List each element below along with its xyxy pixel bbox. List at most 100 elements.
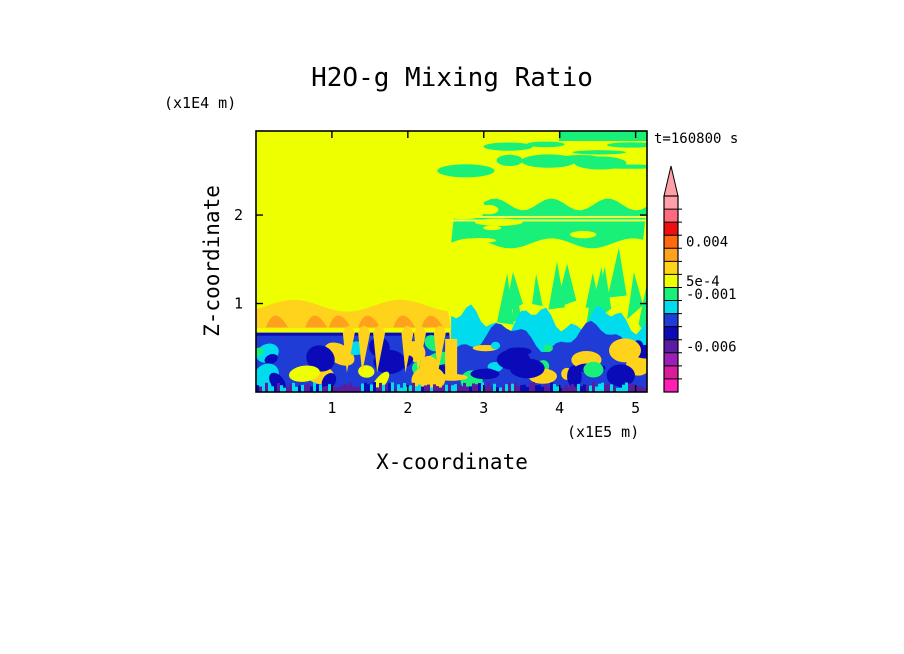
field-surface-cell — [562, 387, 565, 392]
field-surface-cell — [499, 387, 502, 392]
field-surface-cell — [328, 384, 331, 392]
field-surface-cell — [592, 382, 595, 392]
field-surface-cell — [484, 386, 487, 392]
field-surface-cell — [349, 382, 352, 392]
field-surface-cell — [517, 385, 520, 392]
field-eddy — [264, 354, 278, 365]
field-surface-cell — [340, 385, 343, 392]
field-surface-cell — [322, 386, 325, 392]
colorbar-segment — [664, 235, 678, 249]
colorbar-label: 5e-4 — [686, 274, 720, 290]
field-eddy — [583, 361, 604, 378]
field-surface-cell — [394, 387, 397, 392]
field-surface-cell — [403, 382, 406, 392]
field-surface-cell — [382, 384, 385, 392]
field-surface-cell — [256, 385, 259, 392]
field-surface-cell — [466, 386, 469, 392]
field-surface-cell — [490, 386, 493, 392]
field-surface-cell — [259, 386, 262, 392]
field-surface-cell — [595, 386, 598, 392]
field-surface-cell — [400, 387, 403, 392]
field-surface-cell — [481, 382, 484, 392]
field-surface-cell — [616, 387, 619, 392]
field-updraft — [401, 325, 414, 373]
colorbar-segment — [664, 300, 678, 314]
y-scale-label: (x1E4 m) — [164, 94, 236, 112]
field-surface-cell — [346, 385, 349, 392]
field-surface-cell — [574, 386, 577, 392]
field-surface-cell — [454, 384, 457, 392]
field-surface-cell — [337, 387, 340, 392]
field-surface-cell — [325, 385, 328, 392]
field-surface-cell — [418, 384, 421, 392]
colorbar-segment — [664, 287, 678, 301]
field-surface-cell — [640, 386, 643, 392]
field-surface-cell — [556, 386, 559, 392]
colorbar-segment — [664, 222, 678, 236]
field-surface-cell — [598, 383, 601, 392]
field-surface-cell — [301, 384, 304, 392]
x-scale-label: (x1E5 m) — [567, 423, 639, 441]
field-gap — [474, 218, 523, 226]
field-surface-cell — [472, 383, 475, 392]
field-surface-cell — [442, 385, 445, 392]
x-tick-label: 3 — [479, 399, 488, 417]
field-updraft — [342, 325, 355, 373]
field-surface-cell — [607, 383, 610, 392]
field-plume-green — [511, 288, 522, 323]
field-eddy — [496, 349, 531, 370]
field-surface-cell — [286, 386, 289, 392]
field-surface-cell — [565, 384, 568, 392]
field-updraft — [358, 325, 371, 373]
field-plume-green — [556, 263, 577, 308]
field-upper-streak — [526, 141, 565, 148]
field-surface-cell — [412, 382, 415, 392]
field-surface-cell — [577, 383, 580, 392]
colorbar-segment — [664, 365, 678, 379]
field-surface-cell — [358, 386, 361, 392]
field-surface-cell — [364, 382, 367, 392]
field-surface-cell — [475, 384, 478, 392]
field-surface-cell — [439, 387, 442, 392]
field-surface-cell — [631, 383, 634, 392]
field-surface-cell — [559, 387, 562, 392]
field-plume-green — [627, 272, 644, 320]
field-surface-cell — [637, 386, 640, 392]
x-tick-label: 5 — [631, 399, 640, 417]
field-plume-green — [607, 247, 627, 298]
field-surface-cell — [265, 382, 268, 392]
field-surface-cell — [292, 382, 295, 392]
field-surface-cell — [370, 384, 373, 392]
field-surface-cell — [610, 384, 613, 392]
x-tick-label: 4 — [555, 399, 564, 417]
field-surface-cell — [397, 384, 400, 392]
field-surface-cell — [274, 382, 277, 392]
field-surface-cell — [493, 383, 496, 392]
field-surface-cell — [433, 384, 436, 392]
x-axis-label: X-coordinate — [376, 450, 528, 474]
field-surface-cell — [544, 384, 547, 392]
field-surface-cell — [550, 382, 553, 392]
field-eddy — [490, 341, 501, 350]
field-surface-cell — [367, 384, 370, 392]
field-thin-band — [451, 219, 647, 222]
field-surface-cell — [298, 385, 301, 392]
field-gap — [569, 230, 597, 239]
field-upper-streak — [572, 150, 627, 155]
field-orange-plume — [358, 315, 381, 328]
field-surface-cell — [373, 382, 376, 392]
field-warm-pocket — [609, 338, 641, 363]
field-surface-cell — [538, 384, 541, 392]
field-surface-cell — [304, 385, 307, 392]
field-surface-cell — [604, 385, 607, 392]
field-eddy — [543, 344, 553, 353]
field-updraft — [413, 325, 426, 373]
field-gap — [483, 225, 502, 231]
field-surface-cell — [262, 383, 265, 392]
field-surface-cell — [388, 383, 391, 392]
y-tick-label: 1 — [234, 295, 243, 313]
field-surface-cell — [553, 383, 556, 392]
colorbar-segment — [664, 313, 678, 327]
field-surface-cell — [409, 385, 412, 392]
field-surface-cell — [385, 384, 388, 392]
